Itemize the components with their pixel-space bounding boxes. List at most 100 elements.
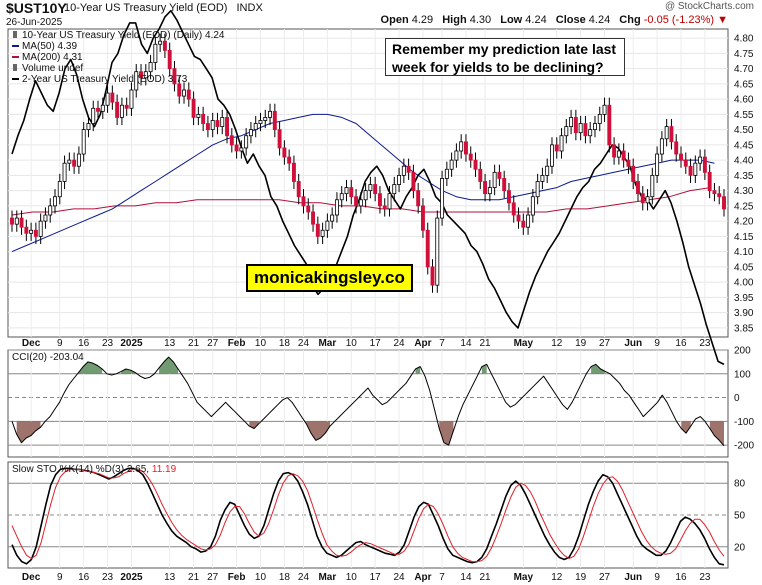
sto-k-line — [11, 467, 725, 566]
x-tick-label: 23 — [102, 572, 114, 583]
x-tick-label: 9 — [57, 572, 63, 583]
x-tick-label: 9 — [654, 338, 660, 349]
x-tick-label: Mar — [318, 572, 336, 583]
candle-body — [296, 181, 301, 198]
candle-body — [636, 181, 640, 195]
candle-body — [167, 49, 172, 70]
sto-title: Slow STO %K(14) %D(3) 2.65, 11.19 — [12, 464, 177, 475]
x-tick-label: Mar — [318, 338, 336, 349]
x-tick-label: 10 — [255, 572, 267, 583]
y-tick-label: 3.85 — [734, 323, 754, 334]
x-tick-label: 17 — [370, 338, 382, 349]
candle-body — [186, 89, 191, 100]
candle-body — [578, 123, 583, 134]
candle-body — [358, 199, 363, 207]
candle-body — [564, 126, 569, 137]
close-value: 4.24 — [588, 14, 611, 26]
candle-body — [205, 123, 210, 131]
x-tick-label: Feb — [228, 572, 246, 583]
y-tick-label: 4.50 — [734, 125, 754, 136]
candle-body — [330, 214, 335, 222]
candle-body — [10, 217, 14, 225]
candle-body — [655, 153, 660, 176]
candle-body — [100, 104, 105, 112]
y-tick-label: 4.20 — [734, 217, 754, 228]
exchange-label: INDX — [236, 2, 263, 14]
quote-bar: Open 4.29 High 4.30 Low 4.24 Close 4.24 … — [381, 14, 728, 26]
candle-body — [612, 144, 617, 158]
candle-body — [311, 211, 316, 225]
legend-entry: Volume undef — [22, 63, 83, 74]
x-tick-label: 7 — [439, 338, 445, 349]
x-tick-label: 17 — [370, 572, 382, 583]
x-tick-label: 23 — [699, 338, 711, 349]
candle-body — [124, 104, 129, 109]
candle-body — [225, 117, 229, 137]
x-tick-label: May — [514, 338, 534, 349]
x-tick-label: 14 — [460, 572, 472, 583]
candle-body — [569, 117, 574, 127]
candle-body — [258, 120, 263, 124]
x-tick-label: 18 — [279, 338, 291, 349]
candle-body — [86, 123, 91, 131]
candle-body — [19, 217, 24, 228]
candle-body — [502, 178, 507, 192]
y-tick-label: 100 — [734, 369, 751, 380]
open-label: Open — [380, 14, 409, 26]
close-label: Close — [555, 14, 586, 26]
candle-body — [411, 171, 416, 192]
x-tick-label: Jun — [624, 572, 642, 583]
candle-body — [172, 68, 177, 85]
y-tick-label: 4.80 — [734, 34, 754, 45]
x-tick-label: 16 — [78, 338, 90, 349]
candle-body — [631, 165, 636, 182]
candle-body — [626, 159, 631, 167]
candle-body — [521, 220, 526, 228]
cci-oversold-fill — [16, 421, 41, 443]
x-tick-label: 7 — [439, 572, 445, 583]
candle-body — [449, 159, 454, 170]
volume-icon — [13, 64, 17, 71]
y-tick-label: 0 — [734, 393, 740, 404]
two-year-line — [11, 9, 725, 366]
candle-body — [210, 120, 215, 131]
candle-body — [320, 229, 325, 237]
candle-body — [683, 159, 688, 167]
cci-title: CCI(20) -203.04 — [12, 352, 84, 363]
legend-entry: 10-Year US Treasury Yield (EOD) (Daily) … — [22, 30, 225, 41]
x-tick-label: 27 — [207, 572, 219, 583]
candle-body — [325, 220, 330, 231]
candle-body — [573, 117, 578, 134]
sto-d-value: 11.19 — [152, 464, 177, 475]
y-tick-label: 4.15 — [734, 232, 754, 243]
cci-overbought-fill — [159, 357, 179, 374]
candle-body — [239, 147, 244, 152]
x-tick-label: 2025 — [120, 572, 143, 583]
candle-body — [535, 181, 540, 198]
sto-title-main: Slow STO %K(14) %D(3) 2.65, — [12, 464, 152, 475]
x-tick-label: Jun — [624, 338, 642, 349]
y-tick-label: 200 — [734, 346, 751, 357]
x-tick-label: 21 — [188, 338, 200, 349]
y-tick-label: 4.60 — [734, 95, 754, 106]
candle-body — [397, 174, 402, 185]
candle-body — [91, 107, 96, 124]
candle-body — [674, 141, 679, 155]
y-tick-label: 4.70 — [734, 64, 754, 75]
callout-line-1: Remember my prediction late last — [392, 41, 617, 57]
y-tick-label: 4.25 — [734, 201, 754, 212]
candle-body — [406, 165, 411, 173]
candle-body — [382, 205, 387, 210]
callout-line-2: week for yields to be declining? — [392, 59, 604, 75]
candle-body — [640, 193, 645, 204]
candle-body — [48, 205, 53, 216]
candle-body — [339, 193, 344, 201]
candle-body — [688, 165, 693, 176]
candle-body — [545, 165, 550, 176]
x-tick-label: 14 — [460, 338, 472, 349]
candle-body — [425, 229, 430, 268]
candle-body — [177, 83, 182, 97]
candle-body — [57, 181, 62, 198]
candle-body — [291, 162, 296, 182]
